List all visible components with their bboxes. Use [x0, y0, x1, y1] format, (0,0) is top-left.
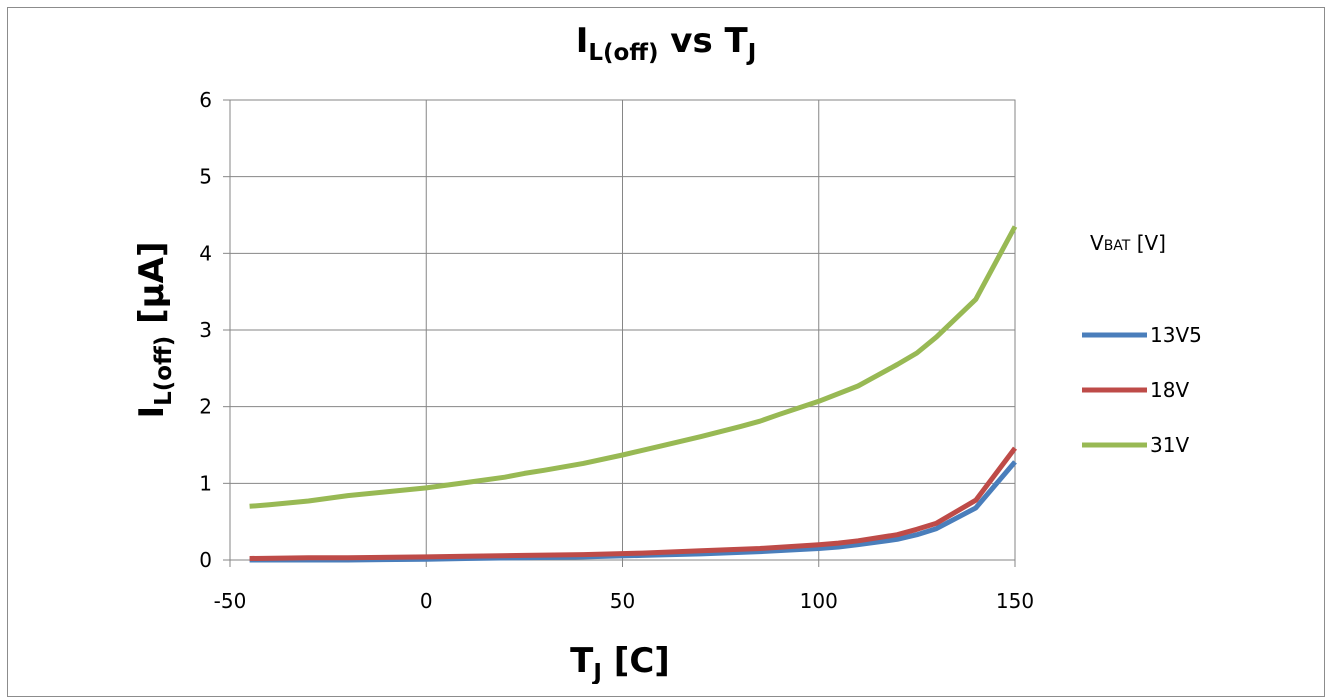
- series-lines: [249, 225, 1018, 563]
- grid: [223, 99, 1016, 567]
- x-tick-label: 150: [996, 589, 1034, 613]
- x-tick-label: 0: [420, 589, 433, 613]
- series-line-13v5: [249, 460, 1017, 563]
- series-line-18v: [249, 446, 1017, 561]
- legend: 13V5 18V 31V: [1082, 323, 1202, 457]
- y-tick-label: 4: [199, 241, 212, 265]
- legend-label-31v: 31V: [1150, 433, 1189, 457]
- x-axis-label: TJ [C]: [570, 641, 670, 684]
- legend-label-13v5: 13V5: [1150, 323, 1202, 347]
- chart-frame: [7, 7, 1325, 697]
- legend-title: VBAT [V]: [1090, 231, 1166, 255]
- y-axis-label: IL(off) [µA]: [132, 241, 177, 418]
- x-tick-label: -50: [214, 589, 247, 613]
- y-tick-label: 2: [199, 395, 212, 419]
- chart-title: IL(off) vs TJ: [576, 21, 757, 66]
- series-line-31v: [249, 225, 1018, 509]
- y-tick-label: 3: [199, 318, 212, 342]
- x-tick-label: 50: [610, 589, 635, 613]
- y-tick-labels: 0 1 2 3 4 5 6: [199, 88, 212, 572]
- y-tick-label: 6: [199, 88, 212, 112]
- x-tick-labels: -50 0 50 100 150: [214, 589, 1034, 613]
- x-tick-label: 100: [800, 589, 838, 613]
- y-tick-label: 1: [199, 471, 212, 495]
- y-tick-label: 0: [199, 548, 212, 572]
- y-tick-label: 5: [199, 165, 212, 189]
- legend-label-18v: 18V: [1150, 378, 1189, 402]
